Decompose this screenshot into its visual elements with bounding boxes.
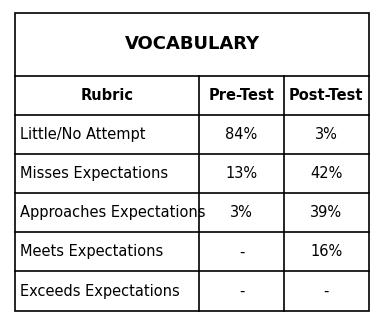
Text: -: - (239, 284, 244, 299)
Text: VOCABULARY: VOCABULARY (124, 35, 260, 53)
Text: Misses Expectations: Misses Expectations (20, 166, 168, 181)
Text: 42%: 42% (310, 166, 343, 181)
Text: Approaches Expectations: Approaches Expectations (20, 205, 205, 220)
Text: 3%: 3% (315, 127, 338, 142)
Text: -: - (239, 244, 244, 259)
Text: Rubric: Rubric (81, 88, 134, 103)
Text: 39%: 39% (310, 205, 342, 220)
Text: 3%: 3% (230, 205, 253, 220)
Text: 13%: 13% (225, 166, 258, 181)
Text: 16%: 16% (310, 244, 343, 259)
Text: Meets Expectations: Meets Expectations (20, 244, 163, 259)
Text: Little/No Attempt: Little/No Attempt (20, 127, 146, 142)
Text: Post-Test: Post-Test (289, 88, 364, 103)
Text: Pre-Test: Pre-Test (209, 88, 275, 103)
Text: Exceeds Expectations: Exceeds Expectations (20, 284, 180, 299)
Text: 84%: 84% (225, 127, 258, 142)
Text: -: - (324, 284, 329, 299)
